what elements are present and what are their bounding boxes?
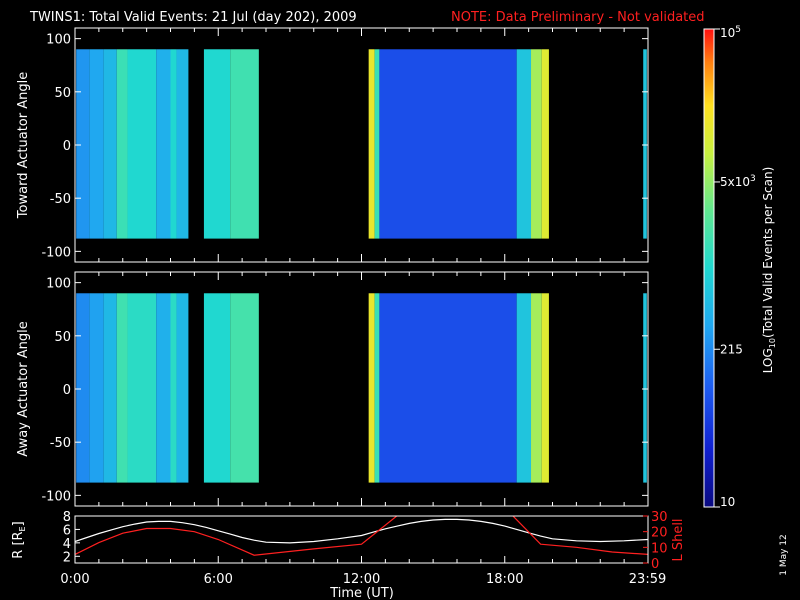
y-tick-label: 0 [63,383,71,398]
r-tick-label: 4 [63,537,71,552]
heatmap-segment-1-7 [176,293,189,483]
colorbar-tick-label: 10 [720,495,735,509]
colorbar-tick-label: 5x103 [720,174,756,189]
time-tick-label: 18:00 [486,572,523,587]
heatmap-segment-1-4 [127,293,157,483]
heatmap-segment-1-6 [170,293,177,483]
r-tick-label: 2 [63,550,71,565]
y-tick-label: 100 [46,277,71,292]
r-tick-label: 8 [63,510,71,525]
y-tick-label: -50 [50,192,71,207]
colorbar-gradient [704,29,714,507]
away-heatmap-segments [76,293,647,483]
away-angle-panel: 100 50 0 -50 -100 Away Actuator Angle [16,271,649,507]
l-shell-tick-label: 10 [651,541,668,556]
heatmap-segment-1-16 [643,293,647,483]
y-tick-label: -50 [50,436,71,451]
r-series-line [75,518,648,544]
y-tick-label: 50 [54,330,71,345]
heatmap-segment-1-3 [116,293,128,483]
heatmap-segment-1-15 [541,293,549,483]
y-tick-label: -100 [41,245,71,260]
l-shell-series-line [75,516,648,556]
heatmap-segment-0-0 [76,49,90,239]
heatmap-segment-0-2 [103,49,117,239]
toward-y-axis-label: Toward Actuator Angle [16,72,31,219]
heatmap-segment-0-11 [374,49,380,239]
r-axis-label: R [RE] [11,521,27,558]
heatmap-segment-1-9 [230,293,259,483]
toward-heatmap-segments [76,49,647,239]
heatmap-segment-0-12 [379,49,517,239]
y-tick-label: 100 [46,33,71,48]
away-y-axis-label: Away Actuator Angle [16,321,31,456]
heatmap-segment-0-3 [116,49,128,239]
toward-angle-panel: 100 50 0 -50 -100 Toward Actuator Angle [16,27,649,263]
heatmap-segment-0-6 [170,49,177,239]
colorbar-label: LOG10(Total Valid Events per Scan) [761,167,777,374]
l-shell-tick-label: 20 [651,526,668,541]
heatmap-segment-0-10 [368,49,375,239]
heatmap-segment-1-0 [76,293,90,483]
heatmap-segment-1-13 [516,293,532,483]
heatmap-segment-1-8 [203,293,231,483]
heatmap-segment-1-12 [379,293,517,483]
l-shell-tick-label: 30 [651,510,668,525]
heatmap-segment-1-11 [374,293,380,483]
time-axis-label: Time (UT) [329,586,394,600]
heatmap-segment-1-2 [103,293,117,483]
time-tick-label: 0:00 [60,572,89,587]
l-shell-tick-label: 0 [651,557,659,572]
colorbar-tick-label: 215 [720,342,743,356]
y-tick-label: 0 [63,139,71,154]
colorbar-tick-label: 105 [720,25,741,40]
heatmap-segment-1-14 [531,293,542,483]
heatmap-segment-0-4 [127,49,157,239]
heatmap-segment-0-9 [230,49,259,239]
y-tick-label: -100 [41,489,71,504]
r-tick-label: 6 [63,523,71,538]
heatmap-segment-1-10 [368,293,375,483]
preliminary-note: NOTE: Data Preliminary - Not validated [451,10,705,25]
colorbar-frame [703,28,715,508]
heatmap-segment-1-5 [156,293,171,483]
colorbar-ticks: 10 215 5x103 105 [714,25,756,509]
time-axis-ticks: 0:00 6:00 12:00 18:00 23:59 [60,556,666,587]
heatmap-segment-0-15 [541,49,549,239]
heatmap-segment-0-1 [89,49,104,239]
orbit-lines [75,516,648,556]
heatmap-segment-0-8 [203,49,231,239]
l-shell-axis-label: L Shell [671,518,686,561]
away-y-axis-ticks: 100 50 0 -50 -100 [41,272,649,506]
heatmap-segment-0-13 [516,49,532,239]
heatmap-segment-0-7 [176,49,189,239]
plot-date-stamp: 1 May 12 [779,534,789,576]
time-tick-label: 12:00 [343,572,380,587]
heatmap-segment-0-16 [643,49,647,239]
colorbar: 10 215 5x103 105 LOG10(Total Valid Events p… [703,25,777,509]
heatmap-segment-0-14 [531,49,542,239]
time-tick-label: 6:00 [204,572,233,587]
time-tick-label: 23:59 [629,572,666,587]
toward-y-axis-ticks: 100 50 0 -50 -100 [41,28,649,262]
heatmap-segment-1-1 [89,293,104,483]
y-tick-label: 50 [54,86,71,101]
heatmap-segment-0-5 [156,49,171,239]
figure-title: TWINS1: Total Valid Events: 21 Jul (day … [29,10,357,25]
